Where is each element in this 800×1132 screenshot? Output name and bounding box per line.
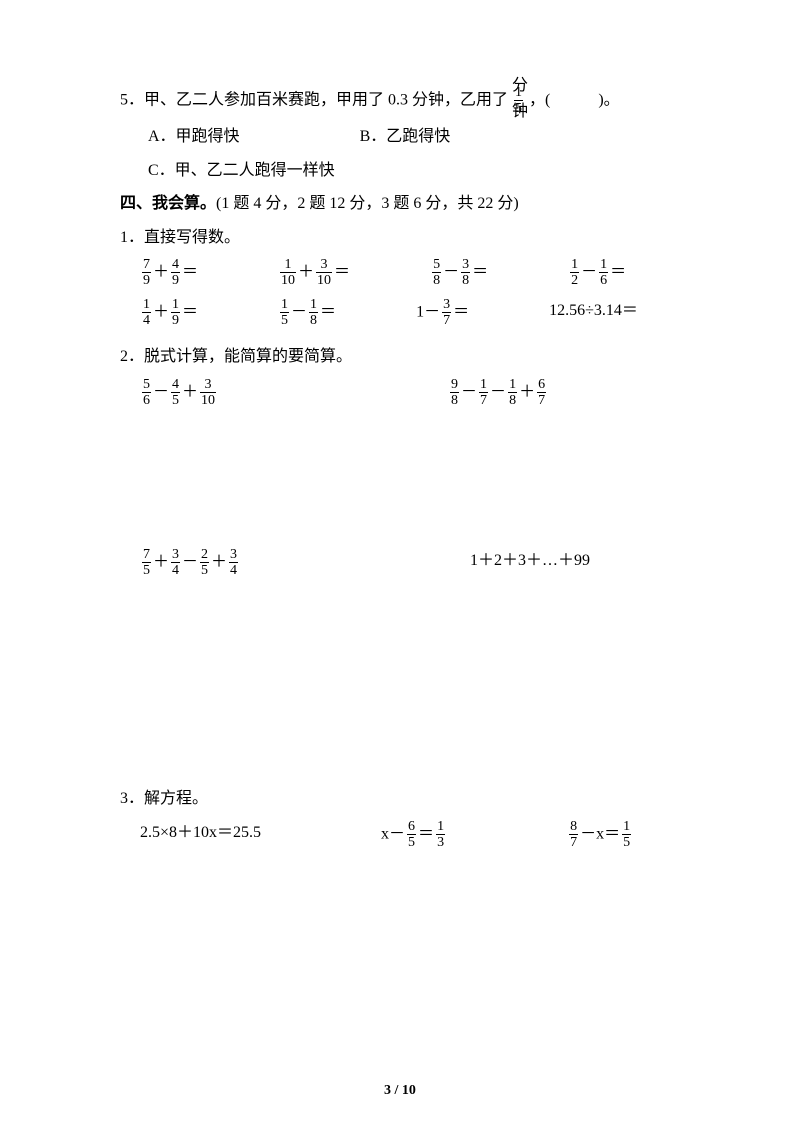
question-5: 5．甲、乙二人参加百米赛跑，甲用了 0.3 分钟，乙用了 分钟 1 5 ，( )… xyxy=(120,86,680,116)
p1-item2: 110＋310＝ xyxy=(278,258,350,288)
p2-e1: 56－45＋310 xyxy=(140,378,218,408)
q5-suffix: ，( )。 xyxy=(529,92,620,109)
p1-item4: 12－16＝ xyxy=(568,258,626,288)
q5-mixed-fraction: 分钟 1 5 xyxy=(512,86,525,116)
section4-scoring: (1 题 4 分，2 题 12 分，3 题 6 分，共 22 分) xyxy=(216,195,519,212)
p3-e2: x－65＝13 xyxy=(381,820,447,850)
q5-opt-c: C．甲、乙二人跑得一样快 xyxy=(148,162,335,179)
part2-title: 2．脱式计算，能简算的要简算。 xyxy=(120,344,680,370)
p2-e2: 98－17－18＋67 xyxy=(448,378,548,408)
p2-e3: 75＋34－25＋34 xyxy=(140,548,240,578)
p3-e3: 87－x＝15 xyxy=(567,820,633,850)
p1-item7: 1－37＝ xyxy=(416,298,469,328)
p2-e4: 1＋2＋3＋…＋99 xyxy=(470,548,590,578)
section4-heading: 四、我会算。(1 题 4 分，2 题 12 分，3 题 6 分，共 22 分) xyxy=(120,191,680,217)
p1-item6: 15－18＝ xyxy=(278,298,336,328)
part2-row1: 56－45＋310 98－17－18＋67 xyxy=(140,378,680,408)
section4-title: 四、我会算。 xyxy=(120,195,216,212)
q5-opt-b: B．乙跑得快 xyxy=(360,124,451,150)
q5-opt-a: A．甲跑得快 xyxy=(148,124,240,150)
p1-item5: 14＋19＝ xyxy=(140,298,198,328)
part3-title: 3．解方程。 xyxy=(120,786,680,812)
p1-item3: 58－38＝ xyxy=(430,258,488,288)
q5-options: A．甲跑得快 B．乙跑得快 C．甲、乙二人跑得一样快 xyxy=(148,124,680,183)
part3-row1: 2.5×8＋10x＝25.5 x－65＝13 87－x＝15 xyxy=(140,820,680,850)
q5-mixed-num: 1 xyxy=(514,86,523,101)
p3-e1: 2.5×8＋10x＝25.5 xyxy=(140,820,261,850)
part1-row1: 79＋49＝ 110＋310＝ 58－38＝ 12－16＝ xyxy=(140,258,680,288)
part1-row2: 14＋19＝ 15－18＝ 1－37＝ 12.56÷3.14＝ xyxy=(140,298,680,328)
q5-prefix: 5．甲、乙二人参加百米赛跑，甲用了 0.3 分钟，乙用了 xyxy=(120,92,508,109)
part1-title: 1．直接写得数。 xyxy=(120,225,680,251)
page-footer: 3 / 10 xyxy=(0,1080,800,1102)
q5-mixed-den: 5 xyxy=(514,101,523,116)
part2-row2: 75＋34－25＋34 1＋2＋3＋…＋99 xyxy=(140,548,680,578)
p1-item1: 79＋49＝ xyxy=(140,258,198,288)
p1-item8: 12.56÷3.14＝ xyxy=(549,298,638,328)
